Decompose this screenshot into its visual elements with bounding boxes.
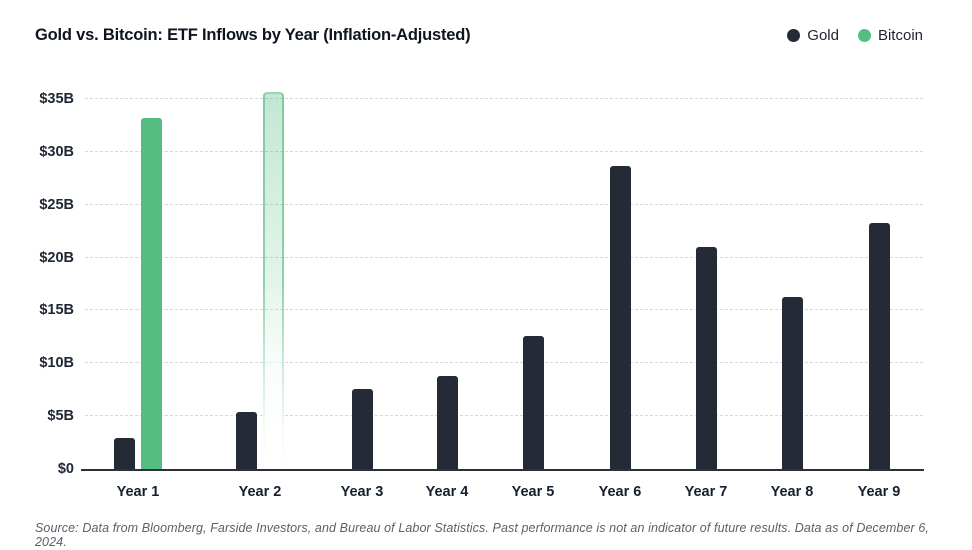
source-note: Source: Data from Bloomberg, Farside Inv… [35, 521, 929, 549]
y-tick-label: $35B [39, 91, 74, 107]
gridline-$35B [85, 98, 923, 99]
legend-dot-gold-icon [787, 29, 801, 42]
bar-bitcoin-year-2-projected [263, 91, 284, 470]
x-tick-label-year-5: Year 5 [511, 484, 555, 500]
gridline-$5B [85, 415, 923, 417]
y-tick-label: $30B [39, 143, 74, 160]
gridline-$25B [85, 203, 923, 205]
bar-bitcoin-year-1 [141, 118, 162, 469]
plot-area: $0 $5B $10B $15B $20B $25B $30B $35B Year 1 Year … [39, 91, 924, 500]
bar-gold-year-5 [522, 335, 544, 469]
legend-item-gold: Gold [787, 27, 839, 44]
bar-gold-year-1 [114, 438, 135, 469]
x-tick-label-year-3: Year 3 [340, 484, 384, 500]
y-tick-label: $0 [57, 461, 74, 477]
x-tick-label-year-1: Year 1 [116, 484, 160, 500]
gridline-$10B [85, 362, 923, 364]
x-tick-label-year-2: Year 2 [238, 484, 282, 500]
y-tick-label: $20B [39, 249, 74, 266]
gridline-$15B [85, 309, 923, 311]
bar-gold-year-9 [868, 222, 890, 469]
bar-gold-year-7 [695, 247, 717, 469]
x-tick-label-year-6: Year 6 [598, 484, 642, 500]
legend-label-bitcoin: Bitcoin [877, 27, 923, 44]
bar-gold-year-8 [781, 296, 803, 469]
bar-gold-year-4 [436, 375, 458, 469]
legend-item-bitcoin: Bitcoin [857, 27, 923, 44]
legend-dot-bitcoin-icon [857, 29, 871, 42]
x-tick-label-year-7: Year 7 [684, 484, 728, 500]
y-tick-label: $10B [39, 355, 74, 372]
x-tick-label-year-9: Year 9 [857, 484, 901, 500]
gridline-$30B [85, 150, 923, 152]
bar-gold-year-3 [351, 388, 373, 469]
legend-label-gold: Gold [807, 27, 839, 44]
x-tick-label-year-4: Year 4 [425, 484, 469, 500]
y-tick-label: $5B [47, 408, 74, 425]
x-tick-label-year-8: Year 8 [770, 484, 814, 500]
legend: Gold Bitcoin [787, 27, 923, 44]
chart-title: Gold vs. Bitcoin: ETF Inflows by Year (I… [35, 26, 471, 44]
x-axis-line [81, 469, 924, 471]
y-tick-label: $15B [39, 302, 74, 319]
gridline-$20B [85, 256, 923, 258]
bar-gold-year-2 [236, 411, 257, 469]
y-tick-label: $25B [39, 196, 74, 213]
bar-gold-year-6 [609, 165, 631, 469]
